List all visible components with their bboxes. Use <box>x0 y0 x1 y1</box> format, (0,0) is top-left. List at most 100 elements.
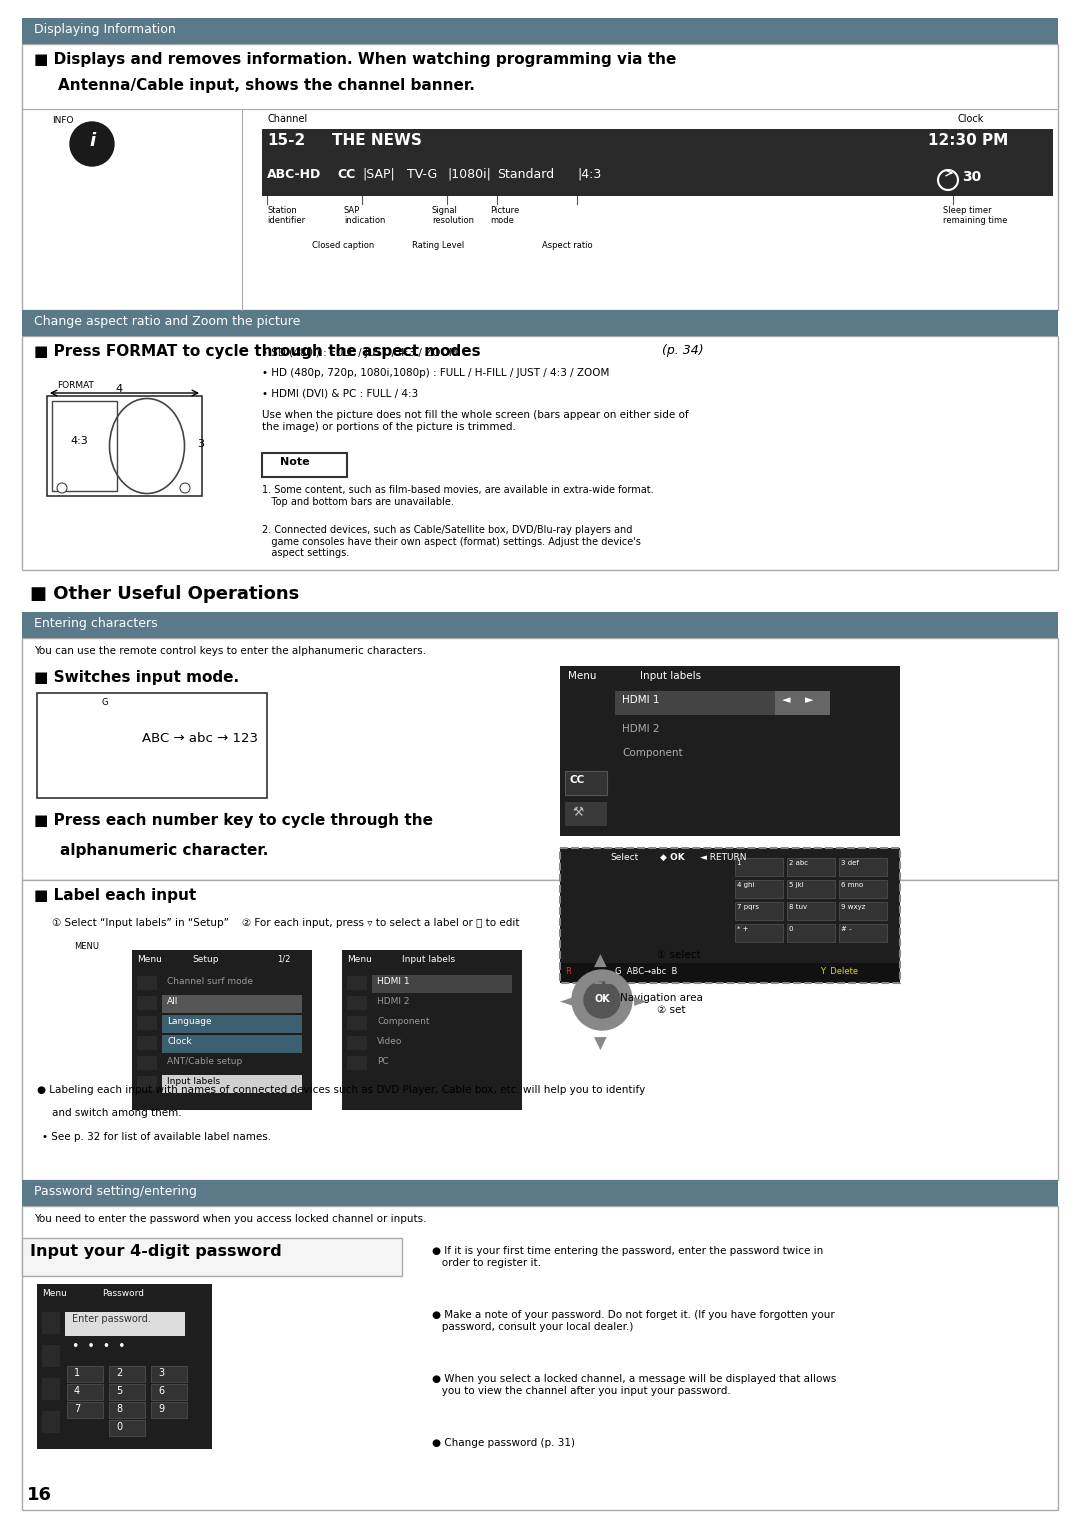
Bar <box>342 950 522 1111</box>
Text: • HD (480p, 720p, 1080i,1080p) : FULL / H-FILL / JUST / 4:3 / ZOOM: • HD (480p, 720p, 1080i,1080p) : FULL / … <box>262 368 609 378</box>
Text: All: All <box>167 997 178 1007</box>
Text: Change aspect ratio and Zoom the picture: Change aspect ratio and Zoom the picture <box>33 316 300 328</box>
Text: (p. 34): (p. 34) <box>662 345 704 357</box>
Text: 6 mno: 6 mno <box>841 882 863 889</box>
Bar <box>109 1420 145 1435</box>
Text: Antenna/Cable input, shows the channel banner.: Antenna/Cable input, shows the channel b… <box>58 78 475 93</box>
Text: Input labels: Input labels <box>640 671 701 682</box>
Text: Note: Note <box>280 457 310 467</box>
Text: ▲: ▲ <box>594 951 607 970</box>
Text: 15-2: 15-2 <box>267 133 306 149</box>
Text: Closed caption: Closed caption <box>312 241 375 250</box>
Text: THE NEWS: THE NEWS <box>332 133 422 149</box>
Bar <box>67 1383 103 1400</box>
Text: Menu: Menu <box>42 1288 67 1298</box>
Bar <box>787 924 835 942</box>
Text: ● When you select a locked channel, a message will be displayed that allows
   y: ● When you select a locked channel, a me… <box>432 1374 836 1396</box>
Text: Clock: Clock <box>958 113 984 124</box>
Bar <box>372 974 512 993</box>
Bar <box>347 996 367 1010</box>
Text: 4: 4 <box>73 1386 80 1396</box>
Bar <box>561 666 900 836</box>
Bar <box>151 1367 187 1382</box>
Bar <box>137 976 157 990</box>
Text: ABC → abc → 123: ABC → abc → 123 <box>141 731 258 745</box>
Bar <box>137 1075 157 1089</box>
Text: G: G <box>102 699 108 706</box>
Text: Component: Component <box>377 1017 430 1026</box>
Bar <box>22 1238 402 1276</box>
Bar <box>787 902 835 921</box>
Text: ▼: ▼ <box>594 1036 607 1052</box>
Bar <box>735 902 783 921</box>
Bar <box>615 691 831 715</box>
Text: 9: 9 <box>158 1403 164 1414</box>
Bar <box>839 924 887 942</box>
Bar <box>22 611 1058 637</box>
Bar <box>839 902 887 921</box>
Text: • See p. 32 for list of available label names.: • See p. 32 for list of available label … <box>42 1132 271 1141</box>
Text: 2. Connected devices, such as Cable/Satellite box, DVD/Blu-ray players and
   ga: 2. Connected devices, such as Cable/Sate… <box>262 525 640 558</box>
Text: R: R <box>565 967 571 976</box>
Text: ANT/Cable setup: ANT/Cable setup <box>167 1057 242 1066</box>
Text: 4: 4 <box>116 385 122 394</box>
Text: Picture
mode: Picture mode <box>490 205 519 225</box>
Text: 4:3: 4:3 <box>70 437 87 446</box>
Text: TV-G: TV-G <box>407 169 437 181</box>
Text: Rating Level: Rating Level <box>411 241 464 250</box>
Text: ◄ RETURN: ◄ RETURN <box>700 853 746 863</box>
Text: 0: 0 <box>789 925 798 931</box>
Text: Channel surf mode: Channel surf mode <box>167 977 253 987</box>
Text: 5 jkl: 5 jkl <box>789 882 804 889</box>
Text: Use when the picture does not fill the whole screen (bars appear on either side : Use when the picture does not fill the w… <box>262 411 689 432</box>
Text: ■ Switches input mode.: ■ Switches input mode. <box>33 669 239 685</box>
Text: Input your 4-digit password: Input your 4-digit password <box>30 1244 282 1259</box>
Bar <box>787 858 835 876</box>
Text: 6: 6 <box>158 1386 164 1396</box>
Circle shape <box>70 123 114 165</box>
Bar <box>162 1016 302 1033</box>
Bar <box>561 849 900 984</box>
Bar <box>22 1206 1058 1511</box>
Text: MENU: MENU <box>75 942 99 951</box>
Text: Clock: Clock <box>167 1037 191 1046</box>
Text: ● Make a note of your password. Do not forget it. (If you have forgotten your
  : ● Make a note of your password. Do not f… <box>432 1310 835 1331</box>
Text: ● Labeling each input with names of connected devices such as DVD Player, Cable : ● Labeling each input with names of conn… <box>37 1085 645 1095</box>
Bar <box>48 395 202 496</box>
Text: You need to enter the password when you access locked channel or inputs.: You need to enter the password when you … <box>33 1213 427 1224</box>
Text: OK: OK <box>594 994 610 1003</box>
Text: HDMI 2: HDMI 2 <box>377 997 409 1007</box>
Bar <box>262 453 347 476</box>
Text: Component: Component <box>622 748 683 758</box>
Text: 3: 3 <box>197 440 204 449</box>
Bar <box>735 924 783 942</box>
Text: i: i <box>89 132 95 150</box>
Bar <box>735 879 783 898</box>
Text: 3: 3 <box>158 1368 164 1377</box>
Bar <box>22 336 1058 570</box>
Text: Sleep timer
remaining time: Sleep timer remaining time <box>943 205 1008 225</box>
Text: Y  Delete: Y Delete <box>820 967 859 976</box>
Bar <box>137 1036 157 1049</box>
Bar <box>565 801 607 826</box>
Bar <box>67 1402 103 1419</box>
Bar <box>52 401 117 490</box>
Text: Video: Video <box>377 1037 403 1046</box>
Bar <box>22 879 1058 1180</box>
Text: Enter password.: Enter password. <box>72 1314 151 1324</box>
Text: |SAP|: |SAP| <box>362 169 395 181</box>
Text: ►: ► <box>805 696 813 705</box>
Text: Password setting/entering: Password setting/entering <box>33 1184 197 1198</box>
Text: 8 tuv: 8 tuv <box>789 904 807 910</box>
Bar <box>347 1016 367 1030</box>
Bar <box>132 950 312 1111</box>
Text: # -: # - <box>841 925 852 931</box>
Bar <box>151 1383 187 1400</box>
Text: Setup: Setup <box>192 954 218 964</box>
Bar <box>347 1036 367 1049</box>
Circle shape <box>584 982 620 1017</box>
Text: ◄: ◄ <box>782 696 791 705</box>
Text: ■ Displays and removes information. When watching programming via the: ■ Displays and removes information. When… <box>33 52 676 67</box>
Bar <box>347 976 367 990</box>
Text: 8: 8 <box>116 1403 122 1414</box>
